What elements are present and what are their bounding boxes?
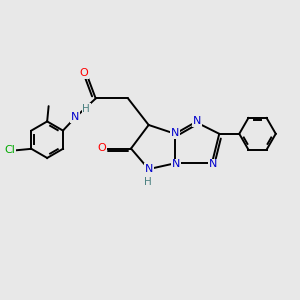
Text: N: N (71, 112, 79, 122)
Text: O: O (97, 143, 106, 153)
Text: Cl: Cl (4, 145, 15, 155)
Text: N: N (192, 116, 201, 126)
Text: H: H (145, 177, 152, 188)
Text: H: H (82, 104, 90, 114)
Text: N: N (171, 128, 179, 138)
Text: O: O (80, 68, 88, 78)
Text: N: N (172, 159, 180, 170)
Text: N: N (145, 164, 153, 174)
Text: N: N (209, 159, 218, 170)
